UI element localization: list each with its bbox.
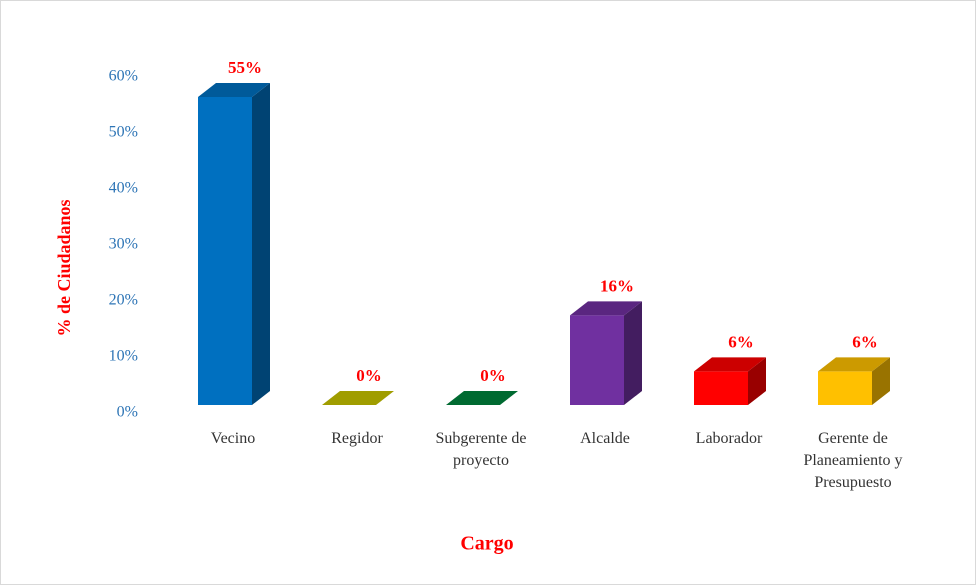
bar-top [818, 357, 890, 372]
y-tick-label: 50% [109, 124, 138, 141]
value-label: 55% [228, 58, 262, 77]
value-label: 16% [600, 276, 634, 295]
y-tick-label: 0% [117, 404, 138, 421]
bar-top [322, 391, 394, 405]
bar-front [818, 371, 872, 405]
y-tick-label: 60% [109, 68, 138, 85]
bar-side [748, 357, 766, 405]
x-tick-label: Subgerente de proyecto [435, 430, 527, 469]
bar-top [694, 357, 766, 372]
bar-side [624, 301, 642, 405]
value-label: 6% [728, 332, 754, 351]
y-axis-title: % de Ciudadanos [54, 199, 74, 336]
bar-side [252, 83, 270, 405]
x-tick-label: Vecino [210, 430, 256, 447]
y-tick-label: 20% [109, 292, 138, 309]
bar [570, 301, 642, 405]
y-tick-label: 40% [109, 180, 138, 197]
bar-top [198, 83, 270, 97]
bar-top [446, 391, 518, 405]
bar-front [694, 371, 748, 405]
y-tick-label: 30% [109, 236, 138, 253]
bar-front [198, 97, 252, 405]
bar [818, 357, 890, 405]
value-label: 0% [480, 366, 506, 385]
bar [446, 391, 518, 405]
value-label: 0% [356, 366, 382, 385]
y-tick-label: 10% [109, 348, 138, 365]
bar [694, 357, 766, 405]
x-tick-label: Laborador [695, 430, 763, 447]
x-tick-label: Gerente de Planeamiento y Presupuesto [803, 430, 903, 491]
x-tick-label: Alcalde [580, 430, 630, 447]
bar-side [872, 357, 890, 405]
bar [198, 83, 270, 405]
x-tick-label: Regidor [331, 430, 383, 447]
bar-front [570, 315, 624, 405]
value-label: 6% [852, 332, 878, 351]
x-axis-title: Cargo [460, 533, 513, 555]
bar-top [570, 301, 642, 316]
bar [322, 391, 394, 405]
